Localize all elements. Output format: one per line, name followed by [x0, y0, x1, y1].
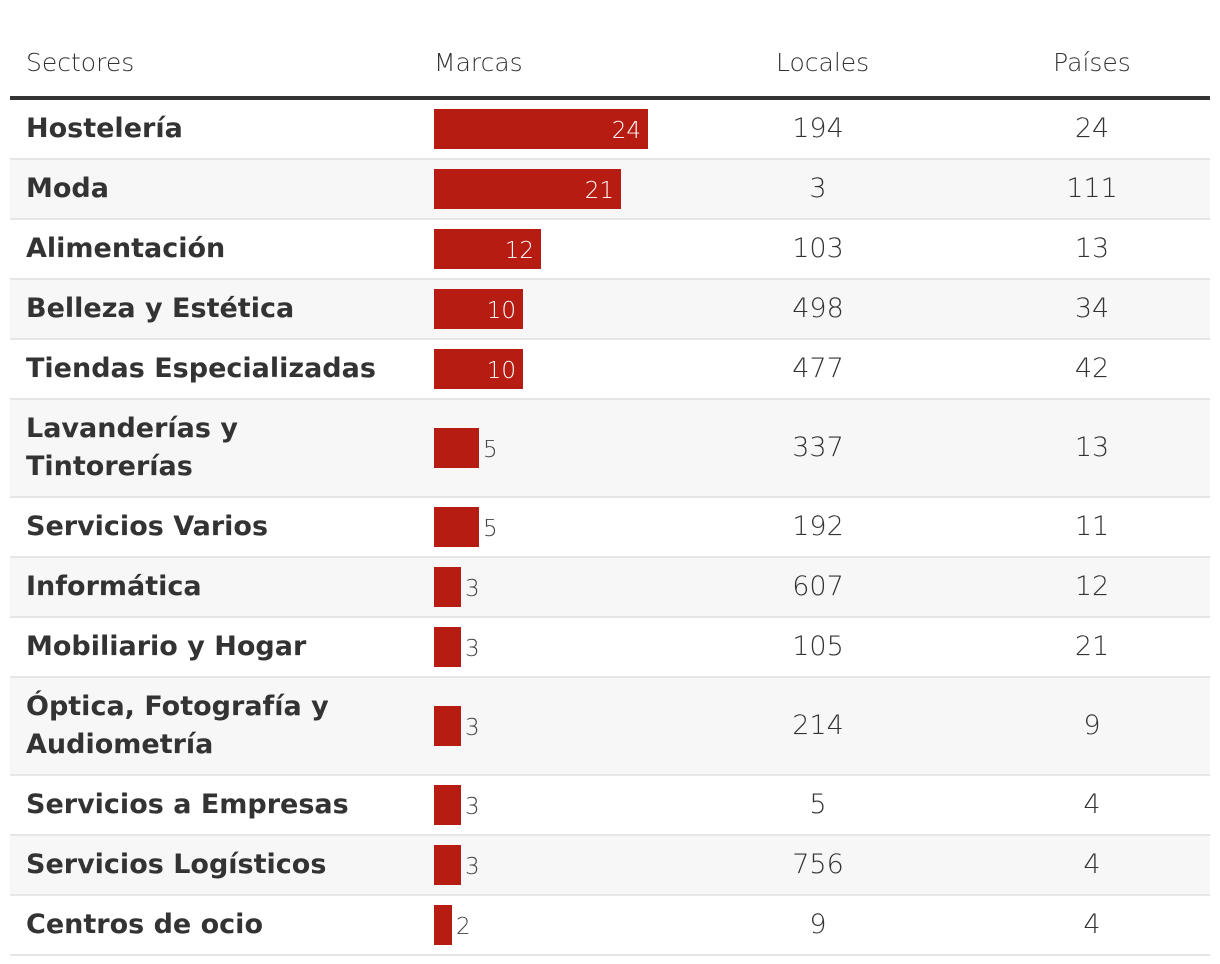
locales-value: 105	[792, 631, 844, 662]
sector-label: Moda	[26, 173, 109, 204]
marcas-value: 3	[465, 636, 480, 662]
marcas-bar	[434, 905, 452, 945]
marcas-value: 10	[486, 358, 516, 384]
locales-value: 9	[809, 909, 827, 940]
header-locales: Locales	[776, 48, 870, 77]
sector-label: Alimentación	[26, 233, 226, 264]
sector-label: Óptica, Fotografía y Audiometría	[26, 691, 329, 760]
paises-value: 11	[1074, 511, 1110, 542]
table-row: Alimentación 12 103 13	[10, 220, 1210, 280]
marcas-bar	[434, 289, 523, 329]
marcas-value: 3	[465, 854, 480, 880]
paises-value: 34	[1074, 293, 1110, 324]
table-row: Belleza y Estética 10 498 34	[10, 280, 1210, 340]
paises-value: 42	[1074, 353, 1110, 384]
paises-value: 12	[1074, 571, 1110, 602]
table-row: Servicios Varios 5 192 11	[10, 498, 1210, 558]
marcas-bar	[434, 706, 461, 746]
paises-value: 13	[1074, 432, 1110, 463]
locales-value: 103	[792, 233, 844, 264]
header-marcas: Marcas	[434, 48, 523, 77]
table-header: Sectores Marcas Locales Países	[10, 0, 1210, 100]
locales-value: 214	[792, 710, 844, 741]
table-row: Moda 21 3 111	[10, 160, 1210, 220]
marcas-value: 21	[584, 178, 614, 204]
marcas-value: 10	[486, 298, 516, 324]
sector-table: Sectores Marcas Locales Países Hostelerí…	[10, 0, 1210, 956]
locales-value: 498	[792, 293, 844, 324]
marcas-value: 2	[456, 914, 471, 940]
table-row: Óptica, Fotografía y Audiometría 3 214 9	[10, 678, 1210, 776]
locales-value: 337	[792, 432, 844, 463]
table-row: Centros de ocio 2 9 4	[10, 896, 1210, 956]
sector-label: Belleza y Estética	[26, 293, 295, 324]
locales-value: 477	[792, 353, 844, 384]
locales-value: 3	[809, 173, 827, 204]
locales-value: 194	[792, 113, 844, 144]
sector-label: Hostelería	[26, 113, 183, 144]
paises-value: 21	[1074, 631, 1110, 662]
table-row: Servicios a Empresas 3 5 4	[10, 776, 1210, 836]
table-row: Hostelería 24 194 24	[10, 100, 1210, 160]
sector-label: Servicios Varios	[26, 511, 269, 542]
paises-value: 111	[1066, 173, 1118, 204]
sector-label: Mobiliario y Hogar	[26, 631, 307, 662]
marcas-value: 5	[483, 516, 498, 542]
marcas-bar	[434, 627, 461, 667]
marcas-bar	[434, 349, 523, 389]
paises-value: 4	[1083, 849, 1101, 880]
paises-value: 4	[1083, 789, 1101, 820]
marcas-bar	[434, 428, 479, 468]
paises-value: 9	[1083, 710, 1101, 741]
locales-value: 607	[792, 571, 844, 602]
sector-label: Tiendas Especializadas	[26, 353, 376, 384]
sector-label: Lavanderías y Tintorerías	[26, 413, 238, 482]
table-body: Hostelería 24 194 24 Moda 21 3 111 Alimentación 1…	[10, 100, 1210, 956]
marcas-bar	[434, 507, 479, 547]
sector-label: Informática	[26, 571, 202, 602]
sector-label: Servicios Logísticos	[26, 849, 327, 880]
marcas-value: 12	[504, 238, 534, 264]
marcas-bar	[434, 109, 648, 149]
locales-value: 192	[792, 511, 844, 542]
marcas-value: 3	[465, 715, 480, 741]
paises-value: 24	[1074, 113, 1110, 144]
marcas-bar	[434, 229, 541, 269]
locales-value: 5	[809, 789, 827, 820]
header-sectores: Sectores	[26, 48, 135, 77]
header-paises: Países	[1053, 48, 1131, 77]
table-row: Informática 3 607 12	[10, 558, 1210, 618]
marcas-bar	[434, 169, 621, 209]
table-row: Servicios Logísticos 3 756 4	[10, 836, 1210, 896]
marcas-bar	[434, 567, 461, 607]
table-row: Lavanderías y Tintorerías 5 337 13	[10, 400, 1210, 498]
sector-label: Centros de ocio	[26, 909, 263, 940]
table-row: Tiendas Especializadas 10 477 42	[10, 340, 1210, 400]
table-row: Mobiliario y Hogar 3 105 21	[10, 618, 1210, 678]
marcas-bar	[434, 845, 461, 885]
paises-value: 13	[1074, 233, 1110, 264]
sector-label: Servicios a Empresas	[26, 789, 349, 820]
paises-value: 4	[1083, 909, 1101, 940]
marcas-value: 5	[483, 437, 498, 463]
marcas-value: 3	[465, 576, 480, 602]
marcas-value: 3	[465, 794, 480, 820]
marcas-bar	[434, 785, 461, 825]
marcas-value: 24	[611, 118, 641, 144]
locales-value: 756	[792, 849, 844, 880]
